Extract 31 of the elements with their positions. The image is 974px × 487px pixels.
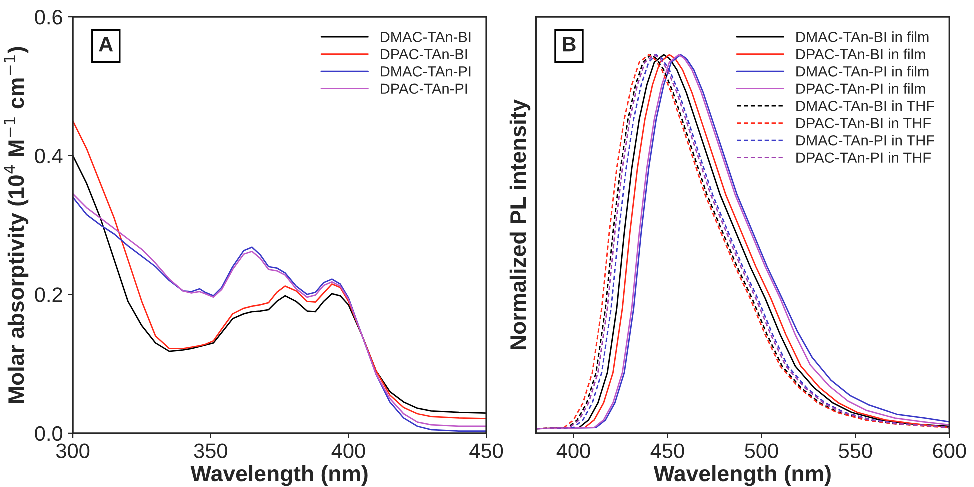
x-tick-label: 500: [745, 444, 778, 458]
legend-label: DMAC-TAn-PI in THF: [796, 135, 934, 146]
annotation: A: [99, 37, 114, 52]
y-axis-title: Normalized PL intensity: [510, 100, 531, 350]
legend-label: DPAC-TAn-BI in film: [796, 48, 926, 60]
legend-label: DMAC-TAn-PI: [381, 66, 471, 77]
legend-label: DPAC-TAn-BI: [381, 49, 468, 60]
legend-label: DPAC-TAn-PI in film: [796, 83, 926, 94]
y-axis-title: Molar absorptivity (10$^{4}$ M$^{−1}$ cm$^{−1}$): [4, 47, 29, 403]
legend-label: DPAC-TAn-PI in THF: [796, 152, 931, 164]
x-tick-label: 300: [56, 444, 90, 458]
legend-label: DMAC-TAn-BI: [381, 32, 471, 42]
x-axis-title: Wavelength (nm): [190, 465, 368, 486]
legend-label: DMAC-TAn-PI in film: [796, 66, 929, 77]
x-tick-label: 350: [194, 444, 228, 458]
legend-label: DMAC-TAn-BI in THF: [796, 100, 934, 112]
x-tick-label: 450: [470, 444, 504, 458]
x-tick-label: 400: [332, 444, 366, 458]
text: B: [563, 37, 576, 52]
x-tick-label: 400: [556, 444, 590, 458]
y-tick-label: 0.2: [35, 288, 62, 302]
legend-label: DPAC-TAn-BI in THF: [796, 118, 931, 129]
x-tick-label: 550: [839, 444, 872, 458]
y-tick-label: 0.6: [35, 10, 62, 25]
x-tick-label: 450: [650, 444, 684, 458]
x-axis-title: Wavelength (nm): [654, 465, 831, 486]
y-tick-label: 0.0: [35, 426, 63, 442]
legend-label: DPAC-TAn-PI: [381, 84, 468, 94]
y-tick-label: 0.4: [35, 148, 63, 164]
x-tick-label: 600: [933, 444, 966, 458]
legend-label: DMAC-TAn-BI in film: [796, 32, 929, 42]
